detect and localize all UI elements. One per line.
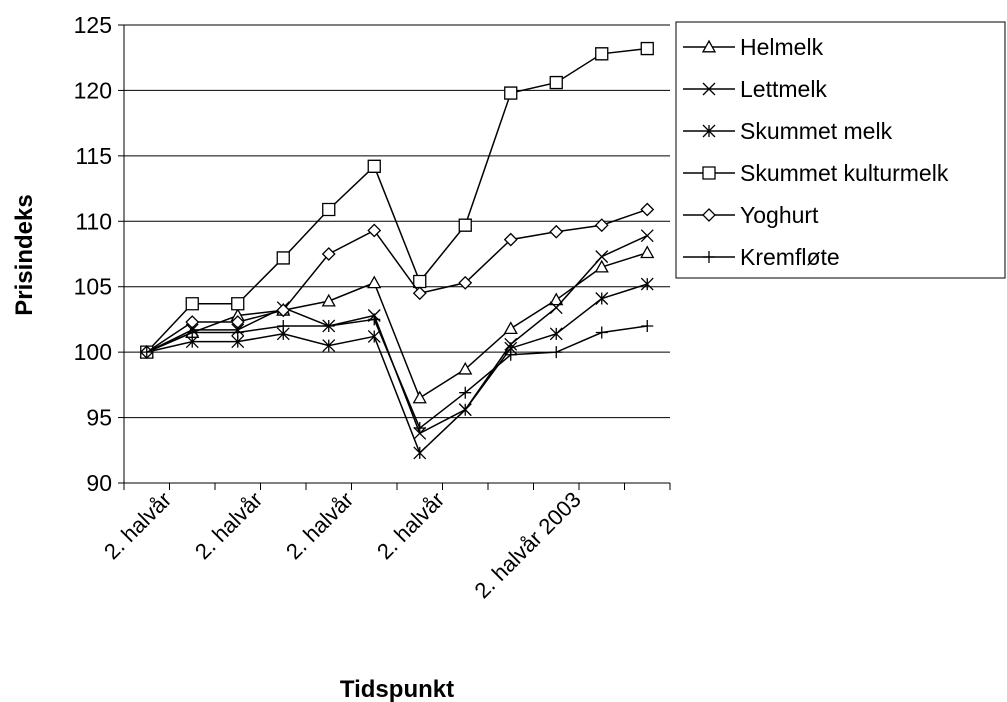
legend-label: Skummet melk xyxy=(740,118,893,144)
marker xyxy=(640,229,654,243)
x-axis-title: Tidspunkt xyxy=(340,676,454,702)
marker xyxy=(413,446,427,460)
marker xyxy=(702,124,716,138)
marker xyxy=(458,275,473,290)
series-line xyxy=(146,234,648,435)
marker xyxy=(140,346,153,359)
marker xyxy=(367,329,381,343)
marker xyxy=(549,75,563,90)
marker xyxy=(322,339,336,353)
y-tick-label: 100 xyxy=(74,339,112,365)
y-tick-label: 115 xyxy=(75,143,112,169)
marker xyxy=(231,326,244,339)
marker xyxy=(458,218,472,232)
x-tick-label: 2. halvår 2003 xyxy=(470,487,586,603)
marker xyxy=(595,250,609,264)
marker xyxy=(550,346,563,359)
marker xyxy=(413,422,426,435)
marker xyxy=(595,47,609,61)
marker xyxy=(186,326,199,339)
series-line xyxy=(146,251,648,400)
legend-label: Kremfløte xyxy=(740,244,840,270)
legend-label: Helmelk xyxy=(740,34,824,60)
y-axis-title: Prisindeks xyxy=(11,194,38,315)
y-tick-label: 120 xyxy=(74,77,112,103)
marker xyxy=(640,41,654,56)
marker xyxy=(368,313,381,326)
y-tick-label: 110 xyxy=(75,208,112,234)
series-line xyxy=(146,318,648,430)
marker xyxy=(702,208,716,222)
marker xyxy=(594,259,609,273)
marker xyxy=(503,321,518,335)
marker xyxy=(321,293,336,307)
marker xyxy=(640,245,655,259)
marker xyxy=(701,39,717,53)
marker xyxy=(458,361,473,375)
marker xyxy=(594,218,609,233)
y-tick-label: 90 xyxy=(86,470,112,496)
marker xyxy=(277,319,290,332)
x-tick-label: 2. halvår xyxy=(99,487,176,564)
marker xyxy=(412,390,427,404)
marker xyxy=(321,247,336,261)
marker xyxy=(458,403,472,417)
series-line xyxy=(146,283,648,455)
legend-label: Yoghurt xyxy=(740,202,819,228)
marker xyxy=(641,319,654,332)
marker xyxy=(504,86,518,100)
marker xyxy=(595,292,609,305)
y-tick-label: 105 xyxy=(74,274,112,300)
x-tick-label: 2. halvår xyxy=(190,487,267,564)
marker xyxy=(459,386,472,399)
marker xyxy=(367,223,382,238)
x-tick-label: 2. halvår xyxy=(281,487,358,564)
marker xyxy=(231,297,245,311)
marker xyxy=(595,326,608,339)
series-line xyxy=(146,208,648,353)
series-line xyxy=(146,47,648,353)
marker xyxy=(413,274,427,289)
legend-box xyxy=(675,21,1006,279)
marker xyxy=(549,327,563,341)
x-tick-label: 2. halvår xyxy=(372,487,449,564)
marker xyxy=(185,297,199,311)
y-tick-label: 95 xyxy=(86,405,112,431)
marker xyxy=(640,202,655,217)
marker xyxy=(702,82,716,96)
marker xyxy=(640,277,654,291)
marker xyxy=(412,286,427,301)
marker xyxy=(367,275,382,289)
marker xyxy=(322,319,335,332)
marker xyxy=(504,348,517,361)
y-tick-label: 125 xyxy=(74,12,112,38)
legend-label: Lettmelk xyxy=(740,76,827,102)
marker xyxy=(276,251,290,265)
marker xyxy=(703,251,715,263)
marker xyxy=(549,301,563,315)
marker xyxy=(549,224,564,239)
marker xyxy=(702,166,716,180)
marker xyxy=(503,232,518,247)
marker xyxy=(276,303,291,318)
marker xyxy=(549,292,564,306)
marker xyxy=(322,202,336,217)
marker xyxy=(367,159,381,173)
legend-label: Skummet kulturmelk xyxy=(740,160,949,186)
